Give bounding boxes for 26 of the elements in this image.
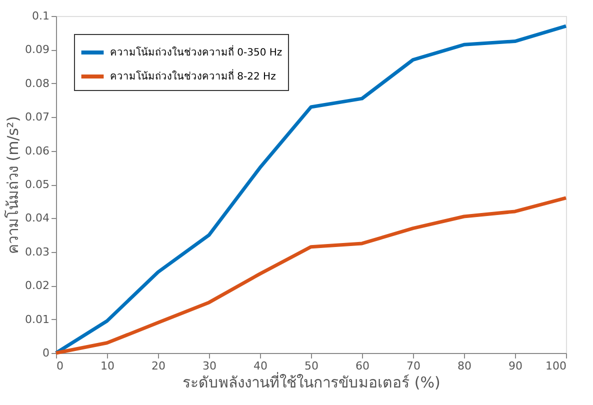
x-tick-label: 60 — [356, 360, 370, 372]
x-tick-label: 0 — [56, 360, 64, 372]
x-tick-label: 40 — [254, 360, 268, 372]
x-tick-label: 50 — [304, 360, 318, 372]
y-tick-label: 0.01 — [25, 312, 50, 326]
y-tick-label: 0.03 — [25, 245, 50, 258]
y-tick-label: 0.1 — [32, 10, 50, 22]
x-tick-label: 20 — [152, 360, 166, 372]
x-tick-label: 90 — [508, 360, 522, 372]
x-tick-label: 30 — [202, 360, 216, 372]
y-tick-label: 0 — [42, 346, 50, 360]
legend-label: ความโน้มถ่วงในช่วงความถี่ 0-350 Hz — [110, 44, 282, 58]
legend-label: ความโน้มถ่วงในช่วงความถี่ 8-22 Hz — [110, 68, 276, 82]
y-axis-title: ความโน้มถ่วง (m/s²) — [4, 116, 22, 254]
x-tick-label: 80 — [458, 360, 472, 372]
y-tick-label: 0.04 — [25, 212, 50, 225]
y-tick-label: 0.08 — [25, 76, 50, 90]
x-tick-label: 70 — [406, 360, 420, 372]
y-tick-label: 0.06 — [25, 144, 50, 158]
y-tick-label: 0.02 — [25, 279, 50, 292]
y-tick-label: 0.05 — [25, 178, 50, 191]
y-tick-label: 0.07 — [25, 110, 50, 124]
x-tick-label: 100 — [546, 360, 566, 372]
x-axis-title: ระดับพลังงานที่ใช้ในการขับมอเตอร์ (%) — [182, 372, 440, 392]
x-tick-label: 10 — [100, 360, 114, 372]
y-tick-label: 0.09 — [25, 43, 50, 56]
